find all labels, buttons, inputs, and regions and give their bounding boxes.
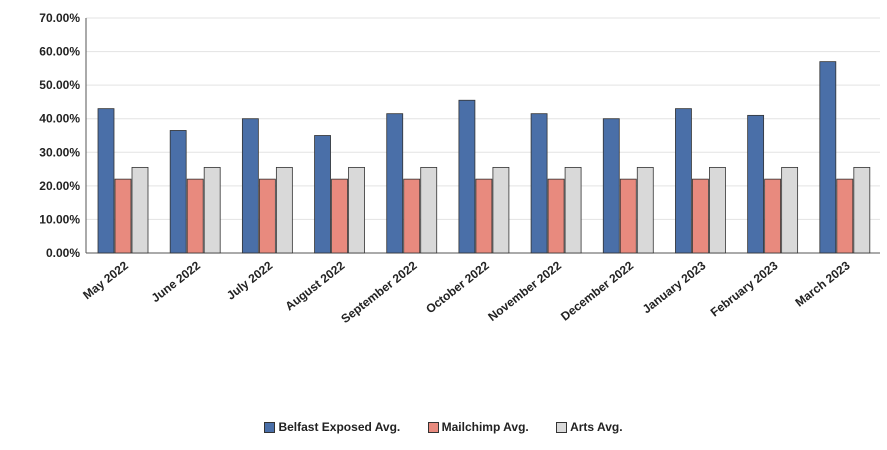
bar <box>186 178 204 254</box>
chart-legend: Belfast Exposed Avg. Mailchimp Avg. Arts… <box>0 420 887 436</box>
bar <box>258 178 276 254</box>
x-tick-label: March 2023 <box>793 258 853 309</box>
bar <box>564 166 582 254</box>
legend-label-mailchimp: Mailchimp Avg. <box>441 420 529 434</box>
bar <box>169 130 187 254</box>
y-tick-label: 50.00% <box>39 78 80 92</box>
bar <box>781 166 799 254</box>
legend-item-mailchimp: Mailchimp Avg. <box>427 420 529 434</box>
legend-swatch-arts <box>556 421 568 433</box>
bar <box>619 178 637 254</box>
x-tick-label: August 2022 <box>283 258 348 313</box>
bar <box>492 166 510 254</box>
x-tick-label: January 2023 <box>640 258 709 316</box>
x-tick-label: November 2022 <box>485 258 564 324</box>
bar <box>675 108 692 254</box>
bar <box>636 166 654 254</box>
y-tick-label: 10.00% <box>39 212 80 226</box>
legend-swatch-belfast-exposed <box>264 421 276 433</box>
x-tick-label: May 2022 <box>80 258 131 302</box>
bar <box>475 178 493 254</box>
y-tick-label: 60.00% <box>39 45 80 59</box>
y-tick-label: 30.00% <box>39 145 80 159</box>
bar <box>203 166 221 254</box>
bar <box>547 178 565 254</box>
legend-label-arts: Arts Avg. <box>570 420 623 434</box>
bar <box>348 166 365 254</box>
bar <box>709 166 726 254</box>
bar <box>819 61 837 254</box>
bar <box>458 99 476 254</box>
x-tick-label: September 2022 <box>338 258 419 326</box>
legend-item-arts: Arts Avg. <box>556 420 623 434</box>
bar <box>241 118 259 254</box>
x-tick-label: July 2022 <box>224 258 275 303</box>
y-tick-label: 70.00% <box>39 11 80 25</box>
bar <box>314 135 331 254</box>
x-tick-label: December 2022 <box>558 258 636 323</box>
legend-item-belfast-exposed: Belfast Exposed Avg. <box>264 420 400 434</box>
y-tick-label: 20.00% <box>39 179 80 193</box>
x-tick-label: October 2022 <box>423 258 492 316</box>
y-tick-label: 0.00% <box>46 246 80 260</box>
bar <box>331 178 348 254</box>
bar <box>114 178 132 254</box>
bar <box>420 166 438 254</box>
bar <box>386 113 404 254</box>
bar <box>275 166 293 254</box>
bar <box>747 114 765 254</box>
legend-label-belfast-exposed: Belfast Exposed Avg. <box>278 420 401 434</box>
bar <box>836 178 854 254</box>
bar <box>403 178 421 254</box>
bar <box>764 178 782 254</box>
bar <box>131 166 149 254</box>
bar <box>853 166 871 254</box>
bar <box>530 113 548 254</box>
legend-swatch-mailchimp <box>427 421 439 433</box>
x-tick-label: February 2023 <box>708 258 781 319</box>
bar <box>692 178 709 254</box>
x-tick-label: June 2022 <box>149 258 204 305</box>
bar <box>602 118 620 254</box>
y-tick-label: 40.00% <box>39 112 80 126</box>
bar-chart: 0.00% 10.00% 20.00% 30.00% 40.00% 50.00% 60.00… <box>39 11 880 326</box>
bar <box>97 108 115 254</box>
